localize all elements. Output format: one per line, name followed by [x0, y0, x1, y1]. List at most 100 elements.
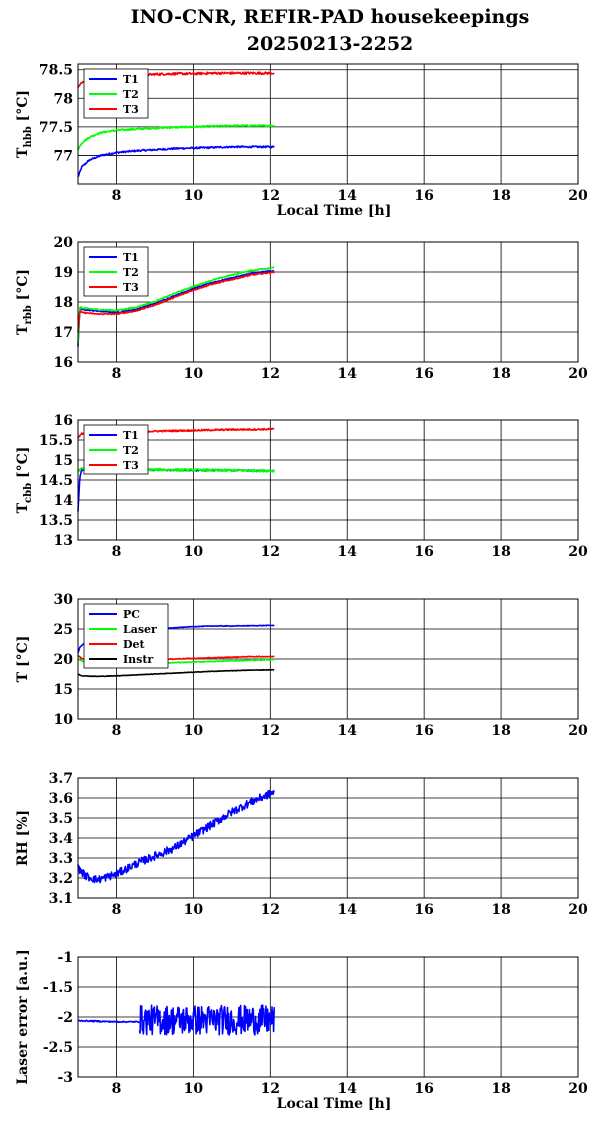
y-tick-label: 30 [54, 592, 74, 608]
y-axis-label-unit: [°C] [15, 636, 31, 672]
y-tick-label: 78.5 [39, 63, 73, 79]
y-tick-label: 77.5 [39, 120, 73, 136]
y-axis-label-unit: [°C] [15, 447, 31, 483]
y-tick-label: 3.2 [49, 871, 73, 887]
x-tick-label: 14 [337, 544, 357, 560]
y-tick-label: 16 [54, 355, 73, 371]
y-tick-label: 16 [54, 413, 73, 429]
legend: T1 T2 T3 [83, 246, 149, 297]
y-tick-label: 14.5 [39, 473, 73, 489]
x-tick-label: 18 [491, 723, 510, 739]
x-tick-label: 14 [337, 1081, 357, 1097]
y-tick-label: 20 [54, 652, 74, 668]
series-line-t2 [77, 124, 275, 151]
x-axis-label: Local Time [h] [277, 1096, 392, 1112]
y-tick-label: 19 [54, 265, 73, 281]
x-tick-label: 12 [261, 902, 280, 918]
y-axis-label-main: T [15, 147, 31, 158]
x-tick-label: 16 [414, 1081, 433, 1097]
legend-label: Det [123, 638, 146, 651]
y-axis-label: Laser error [a.u.] [15, 949, 31, 1084]
x-tick-label: 12 [261, 188, 280, 204]
legend-label: PC [123, 608, 140, 621]
legend-label: T2 [123, 88, 139, 101]
y-tick-label: 10 [54, 712, 74, 728]
x-tick-label: 18 [491, 1081, 510, 1097]
x-tick-label: 10 [184, 544, 204, 560]
x-tick-label: 14 [337, 188, 357, 204]
y-tick-label: 3.3 [49, 851, 73, 867]
x-tick-label: 10 [184, 188, 204, 204]
series-line-instr [77, 668, 275, 678]
x-tick-label: 18 [491, 902, 510, 918]
x-tick-label: 8 [112, 723, 122, 739]
y-tick-label: 15 [54, 682, 73, 698]
x-tick-label: 8 [112, 902, 122, 918]
figure-title-line1: INO-CNR, REFIR-PAD housekeepings [131, 6, 530, 28]
x-tick-label: 12 [261, 1081, 280, 1097]
x-tick-label: 20 [568, 366, 588, 382]
x-tick-label: 18 [491, 544, 510, 560]
legend-label: T3 [123, 281, 139, 294]
x-tick-label: 12 [261, 366, 280, 382]
y-tick-label: 3.4 [49, 831, 74, 847]
x-tick-label: 20 [568, 544, 588, 560]
y-axis-label-unit: [°C] [15, 90, 31, 126]
y-tick-label: 25 [54, 622, 73, 638]
y-tick-label: 15 [54, 453, 73, 469]
legend-label: T1 [123, 73, 139, 86]
y-tick-label: -3 [57, 1070, 73, 1086]
y-tick-label: -1.5 [43, 980, 73, 996]
x-tick-label: 18 [491, 188, 510, 204]
x-tick-label: 8 [112, 1081, 122, 1097]
legend-label: T2 [123, 444, 139, 457]
y-tick-label: 3.6 [49, 791, 73, 807]
y-axis-label-main: T [15, 502, 31, 513]
x-tick-label: 10 [184, 902, 204, 918]
series-line-t3 [77, 270, 275, 333]
y-tick-label: 20 [54, 235, 74, 251]
x-tick-label: 20 [568, 1081, 588, 1097]
legend: T1 T2 T3 [83, 424, 149, 475]
x-tick-label: 20 [568, 188, 588, 204]
plot-frame [77, 956, 579, 1078]
y-tick-label: 18 [54, 295, 73, 311]
y-tick-label: 13.5 [39, 513, 73, 529]
legend: T1 T2 T3 [83, 68, 149, 119]
panel-2: 16 17 18 19 20 8 10 12 14 16 18 20 Trbb [°C] T1 T2 T3 [15, 235, 588, 382]
y-axis-label-sub: rbb [23, 305, 34, 324]
y-tick-label: 78 [54, 91, 73, 107]
x-tick-label: 10 [184, 366, 204, 382]
x-tick-label: 20 [568, 902, 588, 918]
x-tick-label: 10 [184, 1081, 204, 1097]
y-tick-label: 14 [54, 493, 74, 509]
x-tick-label: 18 [491, 366, 510, 382]
x-tick-label: 14 [337, 366, 357, 382]
legend-label: T3 [123, 103, 139, 116]
y-axis-label-main: RH [%] [15, 810, 31, 866]
series-line-trace-2 [138, 1004, 275, 1036]
y-tick-label: 15.5 [39, 433, 73, 449]
x-tick-label: 14 [337, 723, 357, 739]
x-tick-label: 16 [414, 902, 433, 918]
y-tick-label: 17 [54, 325, 73, 341]
y-tick-label: -2.5 [43, 1040, 73, 1056]
y-axis-label-main: T [15, 671, 31, 682]
y-tick-label: 13 [54, 533, 73, 549]
y-axis-label-sub: hbb [23, 126, 34, 147]
series-line-t1 [77, 269, 275, 347]
series-line-t1 [77, 468, 275, 512]
series-line-trace-1 [77, 789, 275, 884]
panel-3: 13 13.5 14 14.5 15 15.5 16 8 10 12 14 16 18 20 Tcbb [°… [15, 413, 588, 560]
plot-frame [77, 419, 579, 541]
x-tick-label: 12 [261, 723, 280, 739]
y-tick-label: 3.7 [49, 771, 73, 787]
legend-label: Instr [123, 653, 153, 666]
x-tick-label: 10 [184, 723, 204, 739]
y-tick-label: -2 [57, 1010, 73, 1026]
x-tick-label: 16 [414, 366, 433, 382]
legend-label: Laser [123, 623, 157, 636]
x-tick-label: 14 [337, 902, 357, 918]
series-line-t1 [77, 145, 275, 178]
